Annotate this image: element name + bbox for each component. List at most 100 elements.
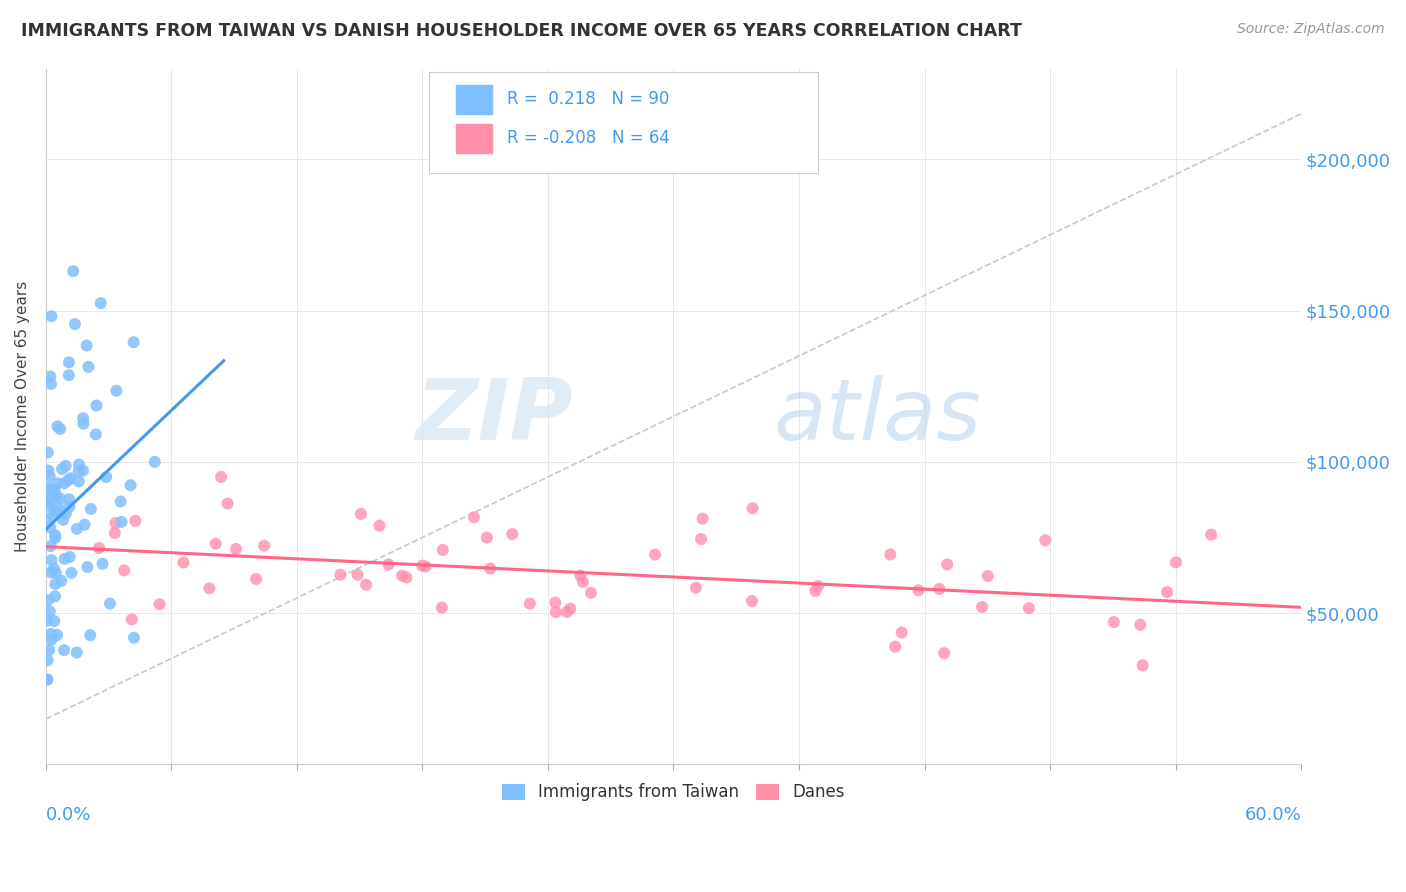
Point [41, 310, 63, 324]
Point [112, 564, 135, 578]
Point [544, 596, 567, 610]
Point [354, 578, 377, 592]
Point [475, 531, 498, 545]
Point [52, 513, 75, 527]
Point [501, 527, 523, 541]
Point [55, 458, 77, 473]
Point [415, 559, 437, 574]
Point [37, 495, 59, 509]
Point [45, 566, 67, 580]
Point [225, 541, 247, 556]
Point [245, 572, 267, 586]
Point [44, 577, 66, 591]
Point [377, 558, 399, 572]
Point [804, 584, 827, 599]
Point [49, 491, 72, 506]
Point [72, 411, 94, 425]
Point [105, 384, 128, 398]
Point [907, 583, 929, 598]
Point [1102, 615, 1125, 629]
Text: 0.0%: 0.0% [46, 806, 91, 824]
Point [104, 516, 127, 530]
Point [519, 597, 541, 611]
Point [124, 514, 146, 528]
Point [1132, 658, 1154, 673]
Point [39, 539, 62, 553]
Point [45, 491, 67, 505]
Point [39, 376, 62, 391]
Point [977, 569, 1000, 583]
Point [37, 673, 59, 687]
Point [44, 483, 66, 497]
Point [46, 476, 69, 491]
Point [1018, 601, 1040, 615]
Point [807, 579, 830, 593]
Point [1129, 617, 1152, 632]
Point [41, 553, 63, 567]
Text: 60.0%: 60.0% [1244, 806, 1301, 824]
Point [44, 590, 66, 604]
Point [555, 605, 578, 619]
Point [98, 597, 121, 611]
Point [86, 399, 108, 413]
Point [346, 567, 368, 582]
Bar [457, 85, 492, 114]
Point [51, 462, 73, 476]
Point [122, 335, 145, 350]
Point [120, 478, 142, 492]
Point [217, 497, 239, 511]
Point [66, 646, 89, 660]
Point [38, 481, 60, 495]
Text: Source: ZipAtlas.com: Source: ZipAtlas.com [1237, 22, 1385, 37]
Point [209, 470, 232, 484]
Text: atlas: atlas [773, 375, 981, 458]
Point [41, 632, 63, 647]
Point [42, 508, 65, 523]
Point [44, 504, 66, 518]
Legend: Immigrants from Taiwan, Danes: Immigrants from Taiwan, Danes [495, 777, 852, 808]
Point [87, 541, 110, 555]
Point [204, 537, 226, 551]
Point [46, 505, 69, 519]
Point [72, 417, 94, 431]
Point [67, 458, 90, 472]
Point [391, 569, 413, 583]
Point [143, 455, 166, 469]
Point [395, 571, 418, 585]
Point [41, 482, 63, 496]
Point [432, 543, 454, 558]
Point [53, 476, 76, 491]
Point [39, 566, 62, 580]
Point [51, 574, 73, 588]
Point [38, 493, 60, 508]
Point [39, 627, 62, 641]
Point [79, 628, 101, 642]
Point [741, 501, 763, 516]
Point [58, 473, 80, 487]
Point [59, 471, 82, 485]
Point [96, 470, 118, 484]
Point [38, 605, 60, 619]
Point [59, 549, 82, 564]
Point [35, 499, 58, 513]
Point [685, 581, 707, 595]
Point [884, 640, 907, 654]
Point [544, 605, 567, 619]
Point [73, 517, 96, 532]
Bar [457, 124, 492, 153]
Text: ZIP: ZIP [415, 375, 574, 458]
Point [76, 338, 98, 352]
Point [58, 355, 80, 369]
Text: IMMIGRANTS FROM TAIWAN VS DANISH HOUSEHOLDER INCOME OVER 65 YEARS CORRELATION CH: IMMIGRANTS FROM TAIWAN VS DANISH HOUSEHO… [21, 22, 1022, 40]
Point [110, 515, 132, 529]
Y-axis label: Householder Income Over 65 years: Householder Income Over 65 years [15, 281, 30, 552]
Point [76, 560, 98, 574]
Text: R = -0.208   N = 64: R = -0.208 N = 64 [506, 129, 669, 147]
Point [55, 507, 77, 521]
Point [430, 600, 453, 615]
Point [44, 528, 66, 542]
Point [121, 612, 143, 626]
Point [37, 614, 59, 628]
Point [198, 581, 221, 595]
Point [644, 548, 666, 562]
